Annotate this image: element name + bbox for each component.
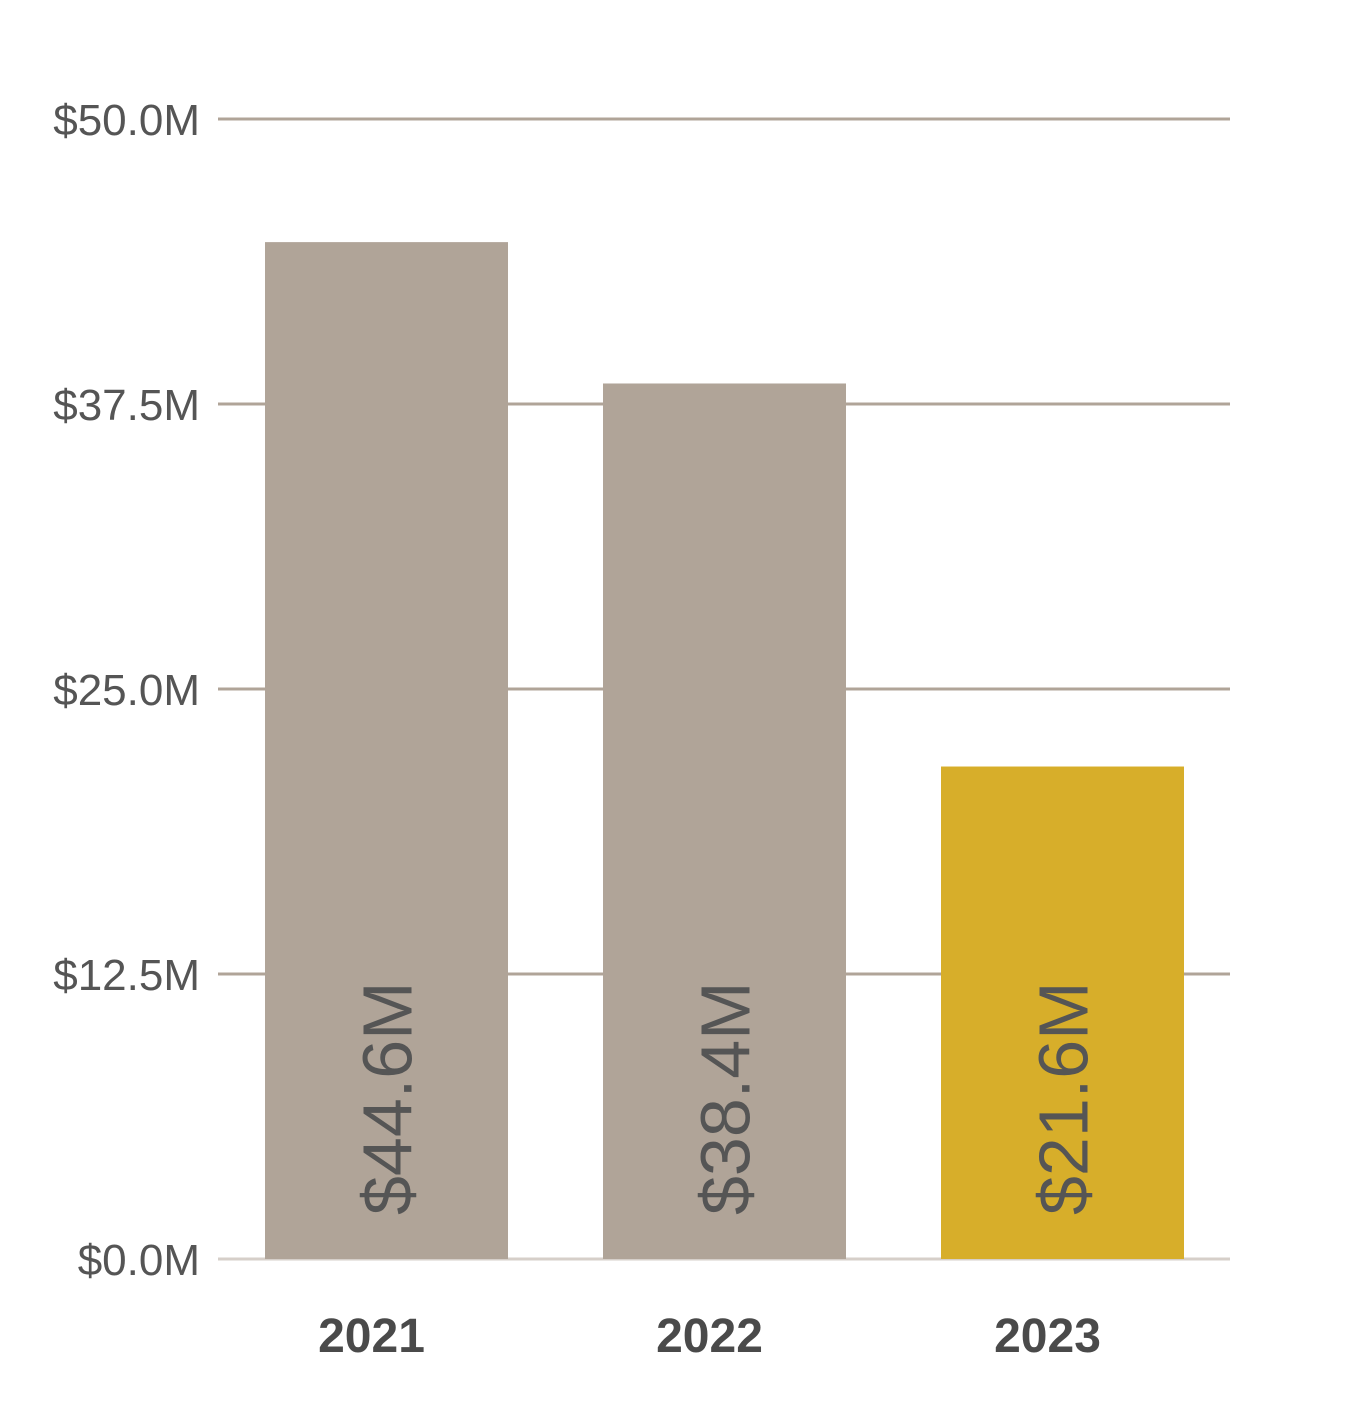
x-axis-categories: 2021 2022 2023	[318, 1310, 1101, 1363]
bar-2021	[265, 242, 508, 1259]
bar-value-labels: $44.6M $38.4M $21.6M	[349, 982, 1103, 1215]
y-axis-ticks: $0.0M $12.5M $25.0M $37.5M $50.0M	[53, 96, 200, 1285]
x-category-label: 2021	[318, 1310, 425, 1363]
y-tick-label: $50.0M	[53, 96, 200, 145]
x-category-label: 2022	[656, 1310, 763, 1363]
bars	[265, 242, 1184, 1260]
bar-2022	[603, 383, 846, 1260]
bar-value-label: $38.4M	[687, 982, 765, 1215]
y-tick-label: $37.5M	[53, 381, 200, 430]
y-tick-label: $12.5M	[53, 951, 200, 1000]
y-tick-label: $25.0M	[53, 666, 200, 715]
x-category-label: 2023	[994, 1310, 1101, 1363]
bar-value-label: $21.6M	[1025, 982, 1103, 1215]
bar-value-label: $44.6M	[349, 982, 427, 1215]
bar-2023	[941, 766, 1184, 1259]
y-tick-label: $0.0M	[78, 1236, 200, 1285]
